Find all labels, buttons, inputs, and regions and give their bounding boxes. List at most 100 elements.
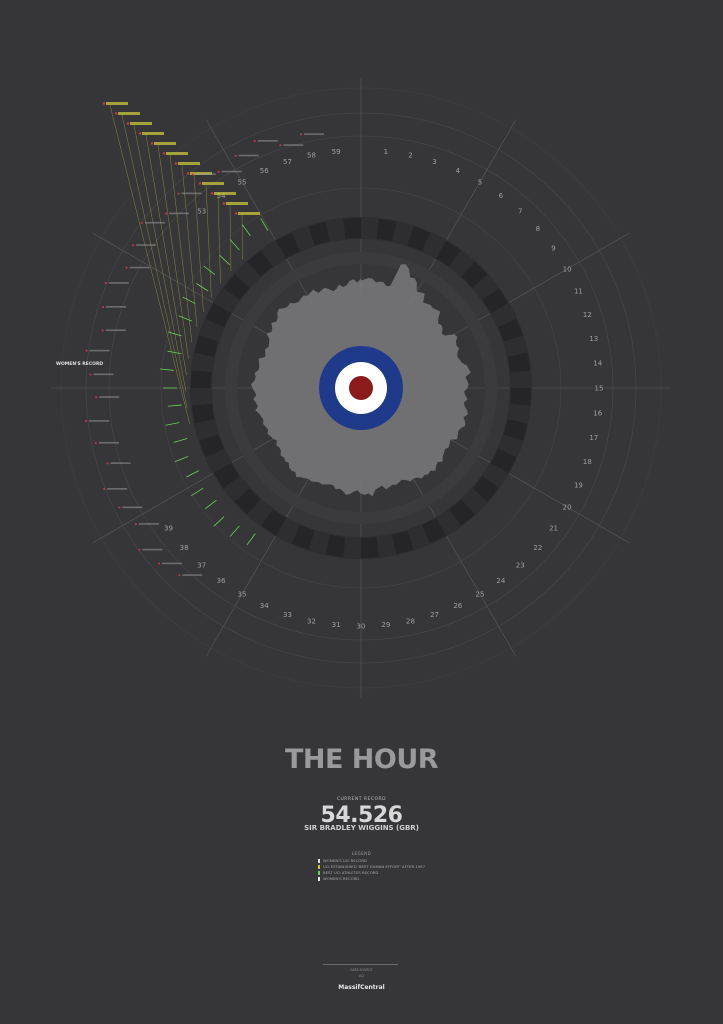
minute-label: 4 [456, 167, 461, 175]
annotation-leader-line [157, 144, 189, 359]
record-holder-tick [93, 373, 114, 376]
record-holder-tick [257, 140, 278, 142]
minute-label: 26 [453, 602, 462, 610]
legend-item: BEST UCI ATHLETES RECORD [318, 870, 438, 876]
legend-item-label: UCI ESTABLISHED 'BEST HUMAN EFFORT' AFTE… [323, 864, 425, 869]
annotation-flag [138, 132, 142, 135]
lap-band-segment [360, 537, 379, 558]
lap-band-segment [213, 462, 240, 488]
record-flag [234, 154, 237, 157]
minute-label: 30 [357, 623, 366, 631]
record-mark [167, 350, 182, 355]
current-record-label: CURRENT RECORD [336, 797, 387, 802]
record-mark [241, 224, 251, 237]
legend: WOMEN'S UCI RECORD UCI ESTABLISHED 'BEST… [318, 858, 438, 882]
lap-band-segment [449, 499, 475, 526]
record-flag [101, 329, 104, 332]
record-mark [182, 296, 196, 304]
annotation-flag [198, 182, 202, 185]
current-record-holder: SIR BRADLEY WIGGINS (GBR) [304, 824, 419, 832]
annotation-leader-line [169, 154, 193, 343]
minute-label: 31 [332, 621, 341, 629]
minute-label: 34 [260, 602, 269, 610]
lap-band-segment [261, 509, 287, 536]
annotation-label-bar [214, 192, 236, 195]
record-holder-tick [142, 548, 163, 551]
record-holder-tick [238, 154, 259, 157]
annotation-flag [210, 192, 214, 195]
record-flag [140, 221, 143, 224]
minute-label: 24 [496, 577, 505, 585]
annotation-label-bar [202, 182, 224, 185]
record-flag [95, 396, 98, 399]
annotation-label-bar [142, 132, 164, 135]
record-flag [125, 266, 128, 269]
record-annotations: WOMEN'S RECORD [56, 102, 324, 577]
record-flag [104, 282, 107, 285]
minute-label: 8 [536, 225, 540, 233]
minute-label: 10 [563, 266, 572, 274]
legend-swatch [318, 865, 320, 869]
record-flag [85, 420, 88, 423]
record-holder-tick [195, 173, 216, 176]
page-title: THE HOUR [284, 744, 439, 775]
minute-label: 36 [217, 577, 226, 585]
legend-item: WOMEN'S RECORD [318, 876, 438, 882]
minute-divider-line [92, 232, 284, 344]
minute-label: 35 [238, 591, 247, 599]
annotation-leader-line [193, 174, 204, 312]
minute-label: 1 [384, 148, 388, 156]
annotation-flag [114, 112, 118, 115]
lap-band-segment [276, 232, 301, 259]
annotation-flag [150, 142, 154, 145]
record-mark [159, 368, 174, 371]
minute-label: 20 [563, 504, 572, 512]
record-flag [94, 441, 97, 444]
annotation-leader-line [181, 164, 198, 328]
record-flag [253, 140, 256, 143]
minute-label: 3 [432, 158, 436, 166]
legend-item: WOMEN'S UCI RECORD [318, 858, 438, 864]
record-holder-tick [107, 488, 128, 490]
record-mark [219, 254, 231, 266]
record-flag [132, 244, 135, 247]
lap-band-segment [461, 261, 488, 288]
record-flag [138, 548, 141, 551]
record-holder-tick [108, 282, 129, 284]
record-mark [229, 239, 240, 251]
record-flag [85, 349, 88, 352]
minute-divider-line [438, 232, 630, 344]
record-holder-tick [181, 192, 202, 195]
minute-divider-line [405, 465, 517, 657]
record-mark [213, 516, 225, 527]
record-holder-tick [144, 221, 165, 224]
roundel-icon [319, 346, 403, 430]
lap-band-segment [407, 226, 431, 252]
record-mark [205, 499, 217, 510]
minute-label: 29 [381, 621, 390, 629]
minute-label: 27 [430, 611, 439, 619]
annotation-leader-line [241, 214, 243, 260]
record-holder-tick [162, 562, 183, 565]
minute-divider-line [92, 432, 284, 544]
hour-record-radial-chart: 1 234567891011121314151617181920212223242… [51, 78, 671, 698]
lap-band-segment [507, 352, 531, 373]
minute-label: 33 [283, 611, 292, 619]
annotation-flag [174, 162, 178, 165]
minute-label: 53 [197, 208, 206, 216]
record-holder-tick [169, 212, 190, 215]
record-flag [102, 305, 105, 308]
record-mark [165, 422, 180, 426]
minute-label: 28 [406, 617, 415, 625]
lap-band-segment [392, 530, 414, 555]
record-mark [196, 283, 209, 292]
legend-swatch [318, 871, 320, 875]
record-mark [167, 331, 182, 337]
record-holder-tick [110, 462, 131, 464]
annotation-leader-line [121, 114, 188, 409]
record-flag [191, 173, 194, 176]
record-mark [229, 525, 240, 537]
record-mark [174, 456, 189, 462]
record-holder-tick [129, 266, 150, 269]
record-mark [260, 218, 269, 231]
